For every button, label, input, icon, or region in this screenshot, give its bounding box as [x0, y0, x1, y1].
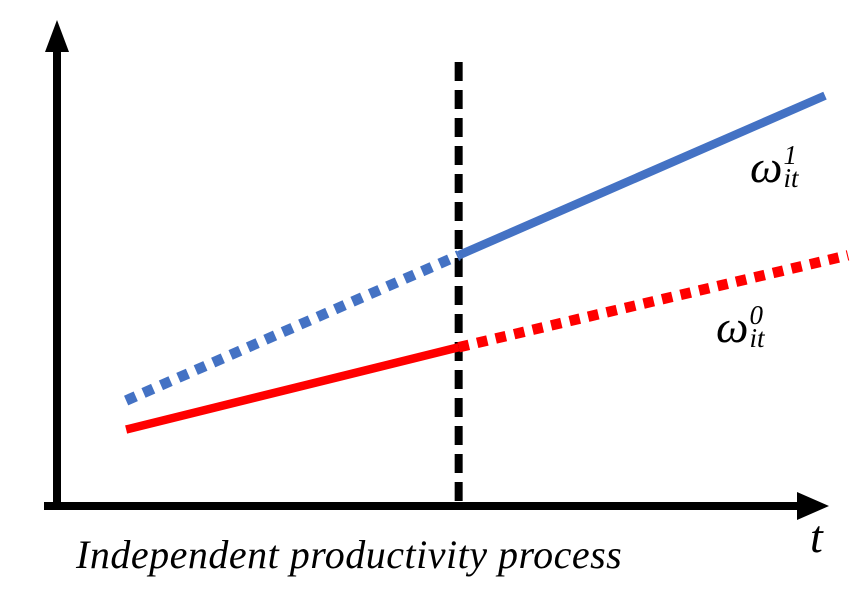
omega1-base: ω: [750, 141, 783, 192]
omega0-scripts: 0 it: [749, 300, 765, 353]
figure-caption: Independent productivity process: [76, 532, 623, 577]
omega0-base: ω: [716, 301, 749, 352]
omega0-superscript: 0: [749, 300, 763, 330]
x-axis-arrowhead: [797, 492, 829, 520]
omega0-label: ω 0 it: [716, 300, 765, 353]
omega0-subscript: it: [749, 322, 765, 353]
series-1-dotted-segment: [457, 250, 850, 353]
omega1-superscript: 1: [783, 140, 797, 170]
series-1-solid-segment: [125, 343, 460, 434]
omega1-subscript: it: [783, 162, 799, 193]
y-axis-arrowhead: [45, 20, 69, 52]
omega1-label: ω 1 it: [750, 140, 799, 193]
omega1-scripts: 1 it: [783, 140, 799, 193]
x-axis-label: t: [810, 511, 823, 562]
series-0-solid-segment: [456, 91, 827, 260]
series-0-dotted-segment: [124, 250, 461, 406]
